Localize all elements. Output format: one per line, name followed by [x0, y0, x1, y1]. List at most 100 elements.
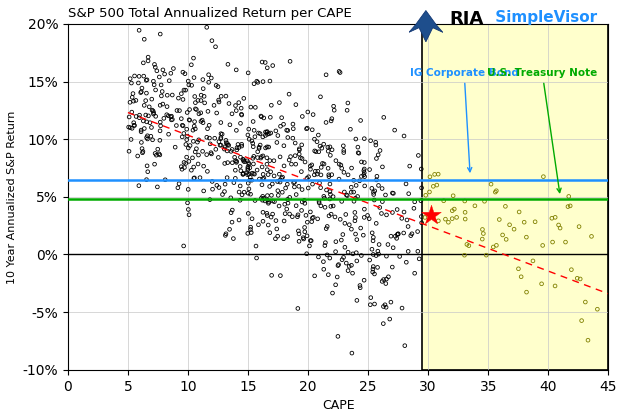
Point	[127, 80, 137, 86]
Point	[283, 134, 293, 141]
Point	[290, 140, 300, 146]
Point	[310, 136, 319, 142]
Point	[428, 183, 438, 190]
Point	[286, 153, 296, 160]
Point	[212, 110, 222, 116]
Point	[275, 272, 285, 279]
Point	[150, 64, 160, 71]
Point	[366, 294, 376, 301]
Point	[232, 67, 241, 73]
Point	[183, 78, 193, 85]
Point	[190, 93, 200, 100]
Point	[179, 87, 189, 93]
Point	[143, 168, 153, 175]
Point	[129, 119, 139, 126]
Point	[262, 128, 272, 135]
Point	[539, 173, 548, 180]
Point	[359, 167, 369, 174]
Point	[202, 168, 212, 175]
Point	[255, 130, 265, 137]
Point	[163, 112, 173, 119]
Point	[364, 257, 374, 264]
Point	[275, 171, 285, 178]
Point	[129, 98, 139, 104]
Point	[133, 153, 143, 159]
Point	[373, 264, 383, 271]
Point	[260, 132, 270, 139]
Point	[257, 163, 267, 170]
Point	[354, 150, 364, 157]
Point	[381, 280, 391, 287]
Point	[236, 105, 246, 111]
Point	[157, 93, 167, 99]
Point	[344, 263, 354, 270]
Point	[255, 176, 265, 182]
Point	[388, 264, 397, 270]
Point	[324, 212, 334, 219]
Point	[173, 95, 183, 101]
Point	[252, 78, 262, 85]
Point	[336, 237, 346, 243]
Point	[444, 219, 454, 225]
Point	[580, 299, 590, 305]
Point	[181, 160, 191, 167]
Point	[350, 217, 360, 224]
Point	[293, 305, 303, 312]
Point	[308, 214, 318, 221]
Point	[139, 125, 149, 132]
Point	[220, 232, 230, 239]
Point	[238, 171, 248, 177]
Point	[287, 213, 297, 220]
Point	[258, 193, 268, 200]
Point	[258, 78, 268, 85]
Point	[227, 219, 237, 225]
Point	[195, 174, 205, 181]
Point	[550, 282, 560, 289]
Point	[346, 189, 356, 196]
Point	[374, 182, 384, 189]
Point	[300, 159, 310, 166]
Point	[324, 171, 334, 178]
Point	[377, 278, 387, 285]
Point	[337, 198, 347, 205]
Point	[177, 115, 187, 122]
Point	[352, 236, 362, 243]
Point	[150, 113, 160, 120]
Point	[424, 189, 434, 195]
Point	[187, 155, 197, 161]
Point	[218, 191, 228, 198]
Point	[221, 137, 231, 144]
Point	[216, 134, 226, 141]
Point	[142, 163, 152, 169]
Point	[290, 153, 300, 159]
Point	[150, 61, 160, 68]
Point	[210, 135, 220, 142]
Point	[162, 92, 172, 98]
Point	[363, 212, 373, 219]
Point	[459, 252, 469, 259]
Point	[204, 122, 214, 129]
Point	[192, 139, 202, 145]
Point	[334, 176, 344, 182]
Point	[259, 195, 269, 202]
Point	[270, 198, 280, 205]
Point	[359, 277, 369, 284]
Point	[316, 171, 326, 178]
Point	[142, 134, 152, 141]
Point	[303, 109, 313, 115]
Point	[248, 140, 258, 147]
Point	[282, 181, 292, 188]
Point	[131, 113, 141, 120]
Point	[220, 143, 230, 150]
Point	[416, 166, 426, 172]
Point	[537, 280, 547, 287]
Point	[257, 59, 267, 65]
Point	[228, 235, 238, 242]
Point	[386, 233, 396, 240]
Point	[388, 190, 398, 197]
Point	[326, 211, 336, 217]
Point	[347, 350, 357, 357]
Point	[170, 144, 180, 150]
Point	[328, 193, 338, 200]
Point	[198, 85, 208, 92]
